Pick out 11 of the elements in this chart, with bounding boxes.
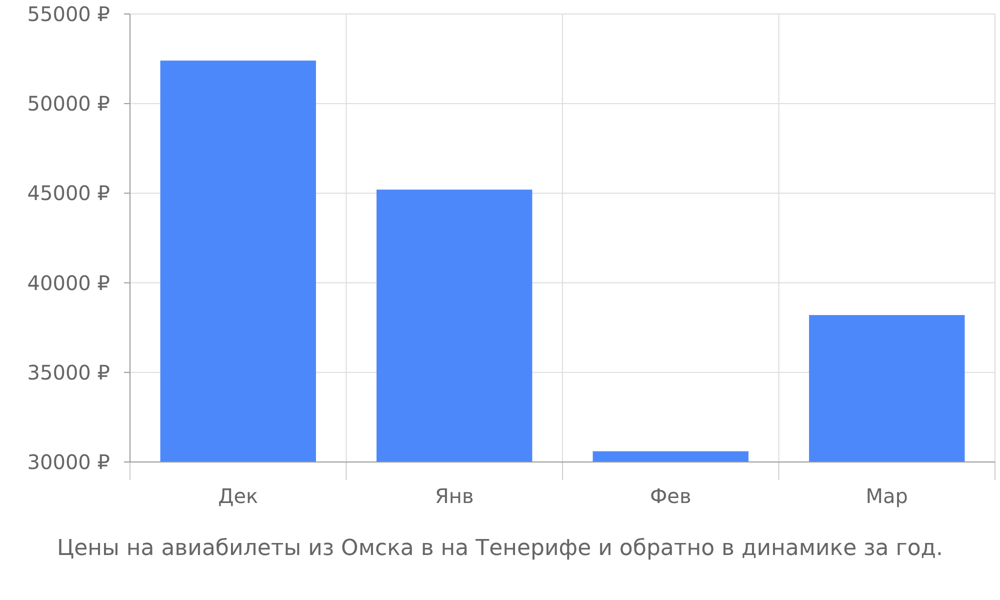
y-tick-label: 40000 ₽ — [27, 270, 110, 295]
y-tick-label: 45000 ₽ — [27, 181, 110, 206]
y-tick-label: 55000 ₽ — [27, 2, 110, 26]
text: Цены на авиабилеты из Омска в на Тенерифе и обратно в динамике за год. — [56, 536, 944, 561]
y-tick-label: 35000 ₽ — [27, 360, 110, 384]
x-tick-label: Дек — [218, 484, 258, 508]
y-tick-label: 30000 ₽ — [27, 450, 110, 474]
y-tick-label: 50000 ₽ — [27, 92, 110, 116]
x-tick-label: Фев — [650, 484, 692, 508]
x-tick-label: Мар — [866, 484, 908, 508]
x-tick-label: Янв — [434, 484, 474, 508]
